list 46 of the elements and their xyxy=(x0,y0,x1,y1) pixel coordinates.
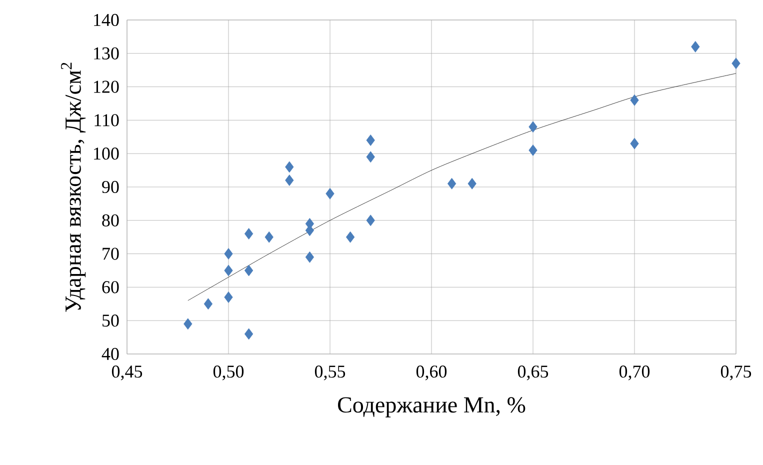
y-axis-title: Ударная вязкость, Дж/см$^{2}$ xyxy=(61,62,86,312)
line-series xyxy=(188,73,736,301)
point xyxy=(264,231,274,243)
x-tick-label: 0,75 xyxy=(720,366,752,380)
point xyxy=(366,134,375,146)
y-tick-label: 140 xyxy=(94,14,119,26)
point xyxy=(305,251,314,263)
point xyxy=(528,144,538,156)
y-tick-label: 50 xyxy=(102,314,119,327)
x-tick-label: 0,45 xyxy=(112,366,142,380)
point xyxy=(528,121,538,133)
point xyxy=(285,161,294,173)
point xyxy=(326,188,334,200)
point xyxy=(244,328,254,340)
point xyxy=(184,318,192,330)
point xyxy=(468,178,476,190)
y-tick-label: 80 xyxy=(102,214,119,226)
point xyxy=(366,214,375,226)
point xyxy=(691,41,700,52)
point xyxy=(244,264,254,276)
point xyxy=(204,298,213,310)
y-tick-label: 40 xyxy=(102,348,119,360)
x-tick-label: 0,55 xyxy=(314,366,346,380)
point xyxy=(732,58,740,70)
y-tick-label: 100 xyxy=(94,148,119,160)
x-tick-label: 0,70 xyxy=(619,366,650,380)
point xyxy=(630,138,639,150)
x-tick-label: 0,60 xyxy=(416,366,447,380)
point xyxy=(447,178,456,190)
point xyxy=(630,94,639,106)
x-tick-label: 0,65 xyxy=(518,366,548,380)
y-tick-label: 70 xyxy=(102,248,119,260)
y-tick-label: 60 xyxy=(102,281,119,294)
y-tick-label: 90 xyxy=(102,180,119,194)
point xyxy=(346,231,355,243)
point xyxy=(366,151,375,163)
point xyxy=(244,228,254,240)
point xyxy=(224,248,233,260)
y-tick-label: 120 xyxy=(94,80,119,93)
point xyxy=(224,292,233,303)
x-tick-label: 0,50 xyxy=(213,366,244,380)
x-axis-title: Содержание Mn, % xyxy=(338,397,526,418)
point xyxy=(224,264,233,276)
y-tick-label: 110 xyxy=(94,114,119,126)
y-tick-label: 130 xyxy=(94,47,119,60)
point xyxy=(285,174,294,186)
